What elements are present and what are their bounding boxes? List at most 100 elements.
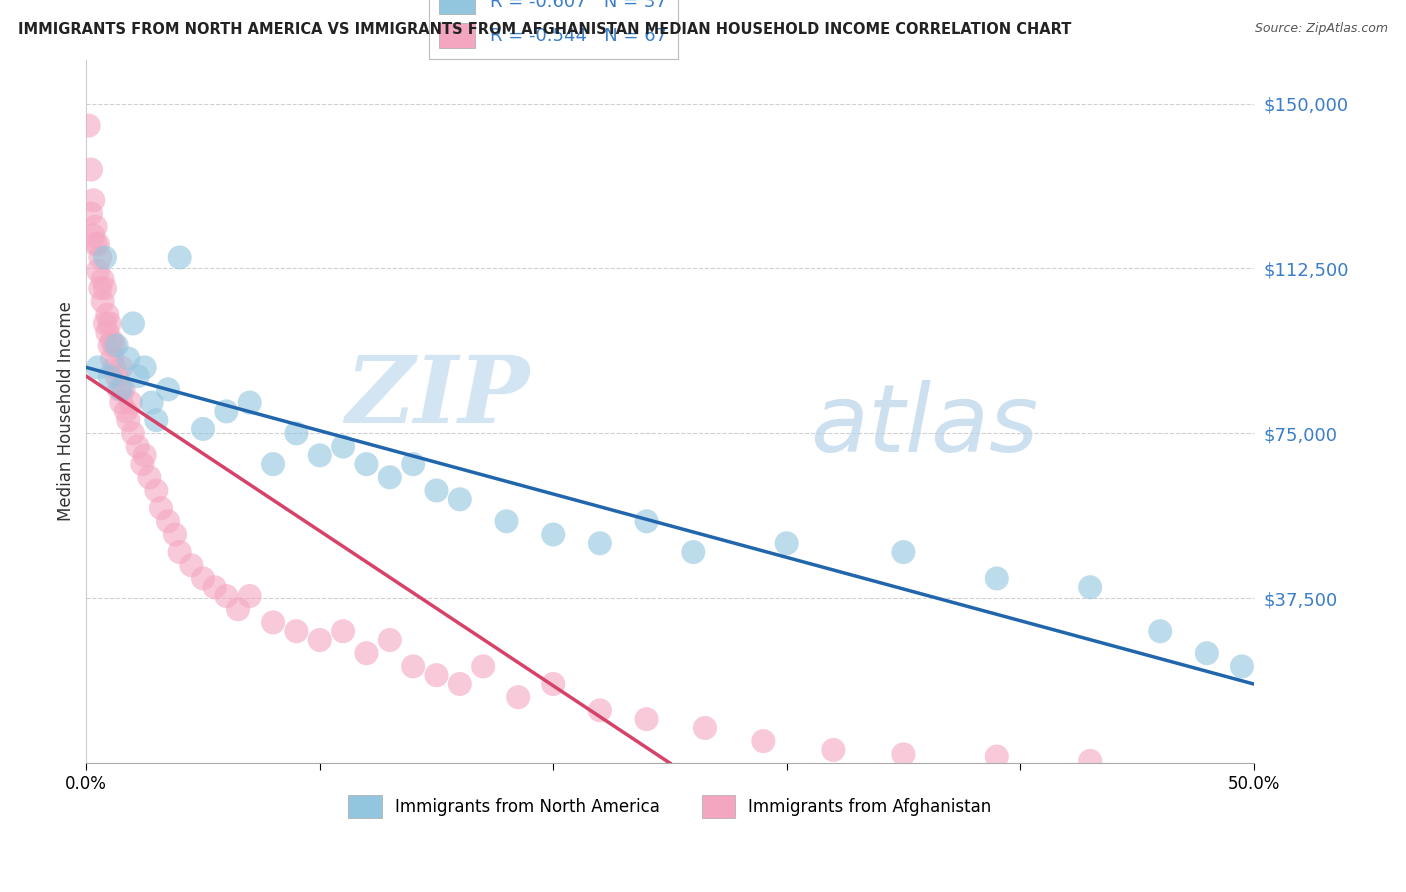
Point [89, 281, 111, 295]
Point [87, 263, 110, 277]
Point [80, 206, 103, 220]
Point [156, 514, 179, 528]
Point [215, 404, 238, 418]
Point [96, 308, 118, 322]
Point [508, 690, 530, 705]
Point [472, 659, 495, 673]
Point [156, 383, 179, 397]
Legend: Immigrants from North America, Immigrants from Afghanistan: Immigrants from North America, Immigrant… [342, 789, 998, 825]
Point [82, 228, 104, 243]
Point [332, 624, 354, 639]
Point [101, 334, 124, 348]
Point [94, 251, 117, 265]
Point [110, 383, 132, 397]
Point [752, 734, 775, 748]
Point [169, 251, 191, 265]
Point [94, 281, 117, 295]
Point [636, 514, 658, 528]
Point [378, 633, 401, 648]
Point [150, 501, 173, 516]
Point [823, 743, 845, 757]
Point [120, 395, 142, 409]
Point [127, 440, 149, 454]
Point [1149, 624, 1171, 639]
Point [495, 514, 517, 528]
Point [1195, 646, 1218, 660]
Point [1078, 754, 1101, 768]
Point [108, 383, 131, 397]
Point [636, 712, 658, 726]
Point [122, 317, 145, 331]
Point [134, 448, 156, 462]
Point [169, 545, 191, 559]
Point [77, 119, 100, 133]
Point [449, 677, 471, 691]
Point [96, 325, 118, 339]
Point [262, 615, 284, 630]
Text: ZIP: ZIP [346, 352, 530, 442]
Point [356, 457, 378, 471]
Point [103, 360, 125, 375]
Point [986, 571, 1008, 585]
Point [127, 369, 149, 384]
Point [226, 602, 249, 616]
Point [402, 457, 425, 471]
Point [239, 589, 262, 603]
Point [191, 571, 214, 585]
Point [87, 360, 110, 375]
Point [893, 747, 915, 762]
Point [82, 194, 104, 208]
Point [449, 492, 471, 507]
Point [145, 413, 167, 427]
Point [145, 483, 167, 498]
Point [105, 338, 128, 352]
Point [191, 422, 214, 436]
Point [89, 251, 111, 265]
Point [180, 558, 202, 573]
Point [98, 338, 121, 352]
Point [986, 749, 1008, 764]
Text: Source: ZipAtlas.com: Source: ZipAtlas.com [1254, 22, 1388, 36]
Point [131, 457, 153, 471]
Point [98, 369, 121, 384]
Point [84, 219, 107, 234]
Point [215, 589, 238, 603]
Point [84, 237, 107, 252]
Point [103, 338, 125, 352]
Point [239, 395, 262, 409]
Point [94, 317, 117, 331]
Point [425, 668, 447, 682]
Point [589, 703, 612, 717]
Text: atlas: atlas [810, 380, 1038, 471]
Point [98, 317, 121, 331]
Point [541, 677, 564, 691]
Point [308, 448, 330, 462]
Point [138, 470, 160, 484]
Point [110, 360, 132, 375]
Point [1078, 580, 1101, 594]
Point [893, 545, 915, 559]
Y-axis label: Median Household Income: Median Household Income [58, 301, 75, 521]
Point [91, 272, 114, 286]
Point [122, 426, 145, 441]
Point [87, 237, 110, 252]
Point [101, 351, 124, 366]
Point [112, 383, 135, 397]
Point [682, 545, 704, 559]
Point [285, 624, 308, 639]
Point [134, 360, 156, 375]
Point [117, 351, 139, 366]
Point [589, 536, 612, 550]
Point [332, 440, 354, 454]
Point [115, 404, 138, 418]
Point [262, 457, 284, 471]
Point [117, 413, 139, 427]
Point [1230, 659, 1253, 673]
Point [402, 659, 425, 673]
Point [91, 294, 114, 309]
Point [776, 536, 799, 550]
Point [693, 721, 716, 735]
Point [141, 395, 163, 409]
Point [163, 527, 186, 541]
Point [80, 162, 103, 177]
